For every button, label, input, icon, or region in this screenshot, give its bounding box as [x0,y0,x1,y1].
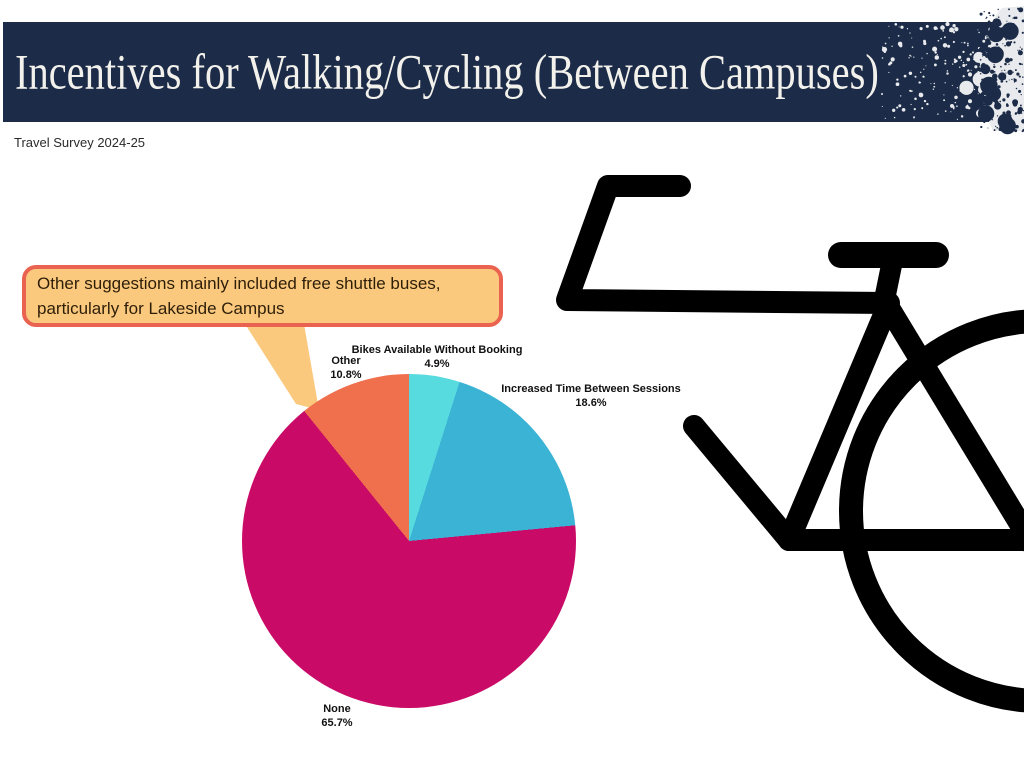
pie-label-increased-time-value: 18.6% [575,396,607,409]
pie-label-none-name: None [323,703,351,715]
pie-label-none-value: 65.7% [321,716,353,729]
pie-label-increased-time-name: Increased Time Between Sessions [501,383,681,395]
subtitle: Travel Survey 2024-25 [14,135,146,150]
pie-label-other: Other 10.8% [330,355,361,382]
bike-rear-wheel [839,309,1024,713]
pie-label-other-value: 10.8% [330,368,362,381]
bike-crank-arm [683,415,800,551]
header-bar: Incentives for Walking/Cycling (Between … [3,22,1024,122]
paint-splatter-icon [880,6,1024,135]
bike-seat-tube [778,292,900,551]
callout-box: Other suggestions mainly included free s… [22,265,503,327]
callout-text: Other suggestions mainly included free s… [37,273,441,319]
bike-rack-and-top-tube [556,175,899,314]
pie-label-bikes-value: 4.9% [424,357,450,370]
bike-seat-stay [875,292,1024,552]
pie-label-bikes-name: Bikes Available Without Booking [351,344,523,356]
pie-label-other-name: Other [331,355,361,367]
pie-label-none: None 65.7% [321,703,352,730]
pie-label-bikes: Bikes Available Without Booking 4.9% [352,344,523,371]
page-title: Incentives for Walking/Cycling (Between … [15,44,879,100]
pie-label-increased-time: Increased Time Between Sessions 18.6% [501,383,681,410]
pie-chart [242,374,576,708]
